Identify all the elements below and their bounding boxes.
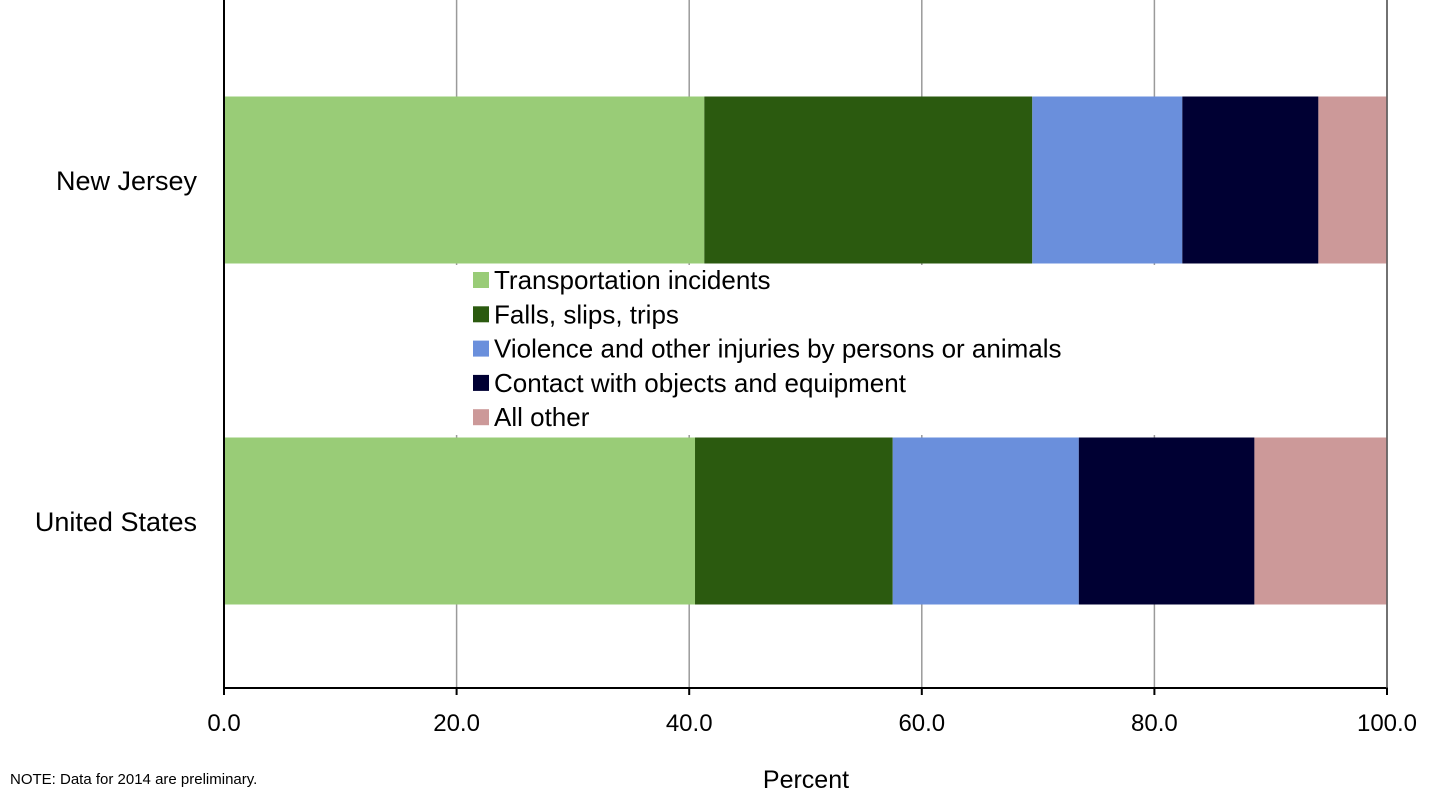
category-label-1: United States — [35, 507, 197, 537]
legend-swatch-0 — [473, 272, 489, 288]
bar-new-jersey-series-3 — [1182, 96, 1319, 264]
axes — [223, 0, 1388, 695]
bar-new-jersey-series-2 — [1032, 96, 1183, 264]
x-axis-title: Percent — [763, 766, 849, 792]
bar-united-states-series-0 — [224, 437, 696, 605]
legend-swatch-3 — [473, 374, 489, 391]
bar-new-jersey-series-1 — [704, 96, 1033, 264]
legend-label-2: Violence and other injuries by persons o… — [494, 334, 1062, 364]
legend-box — [226, 265, 1385, 435]
legend-label-0: Transportation incidents — [494, 265, 771, 295]
bar-new-jersey-series-0 — [224, 96, 705, 264]
bar-united-states-series-1 — [695, 437, 893, 605]
legend: Transportation incidents Falls, slips, tr… — [226, 265, 1385, 435]
tick-labels: 0.0 20.0 40.0 60.0 80.0 100.0 — [207, 710, 1417, 737]
bar-united-states-series-2 — [892, 437, 1079, 605]
x-tick-label-4: 80.0 — [1131, 710, 1178, 737]
x-tick-label-5: 100.0 — [1357, 710, 1417, 737]
bars — [224, 96, 1387, 605]
legend-swatch-4 — [473, 409, 489, 426]
x-tick-label-2: 40.0 — [666, 710, 713, 737]
category-labels: New Jersey United States — [35, 166, 198, 537]
bar-united-states-series-3 — [1078, 437, 1255, 605]
legend-label-1: Falls, slips, trips — [494, 299, 679, 329]
legend-swatch-2 — [473, 340, 489, 357]
note: NOTE: Data for 2014 are preliminary. — [10, 771, 257, 788]
bar-new-jersey-series-4 — [1318, 96, 1387, 264]
bar-united-states-series-4 — [1254, 437, 1387, 605]
category-label-0: New Jersey — [56, 166, 198, 196]
x-tick-label-0: 0.0 — [207, 710, 240, 737]
legend-label-4: All other — [494, 402, 590, 432]
x-tick-label-1: 20.0 — [433, 710, 480, 737]
legend-swatch-1 — [473, 306, 489, 323]
x-tick-label-3: 60.0 — [898, 710, 945, 737]
legend-label-3: Contact with objects and equipment — [494, 368, 907, 398]
